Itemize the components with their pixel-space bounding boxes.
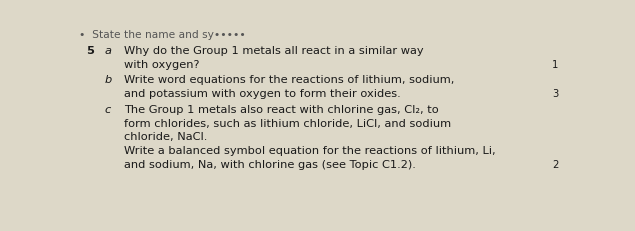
Text: and sodium, Na, with chlorine gas (see Topic C1.2).: and sodium, Na, with chlorine gas (see T… [124,160,416,170]
Text: and potassium with oxygen to form their oxides.: and potassium with oxygen to form their … [124,89,401,99]
Text: Write word equations for the reactions of lithium, sodium,: Write word equations for the reactions o… [124,76,455,85]
Text: b: b [104,76,111,85]
Text: The Group 1 metals also react with chlorine gas, Cl₂, to: The Group 1 metals also react with chlor… [124,105,439,115]
Text: with oxygen?: with oxygen? [124,60,200,70]
Text: 5: 5 [86,46,93,56]
Text: 3: 3 [552,89,558,99]
Text: 1: 1 [552,60,559,70]
Text: Why do the Group 1 metals all react in a similar way: Why do the Group 1 metals all react in a… [124,46,424,56]
Text: c: c [104,105,110,115]
Text: chloride, NaCl.: chloride, NaCl. [124,132,208,143]
Text: form chlorides, such as lithium chloride, LiCl, and sodium: form chlorides, such as lithium chloride… [124,119,451,129]
Text: Write a balanced symbol equation for the reactions of lithium, Li,: Write a balanced symbol equation for the… [124,146,496,156]
Text: a: a [104,46,111,56]
Text: •  State the name and sy•••••: • State the name and sy••••• [79,30,246,40]
Text: 2: 2 [552,160,559,170]
